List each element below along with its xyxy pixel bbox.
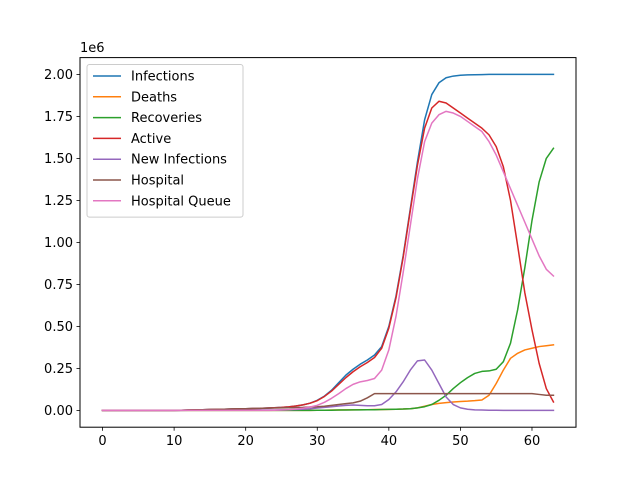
legend-label: Active [131,132,171,147]
legend-label: Recoveries [131,111,202,126]
x-tick-label: 10 [166,434,183,449]
legend-label: Infections [131,70,195,85]
x-tick-label: 30 [309,434,326,449]
y-tick-label: 0.00 [44,404,73,419]
legend-label: Hospital [131,174,184,189]
y-offset-label: 1e6 [80,41,105,56]
y-tick-label: 1.50 [44,152,73,167]
y-tick-label: 1.00 [44,236,73,251]
y-tick-label: 1.75 [44,110,73,125]
y-tick-label: 0.50 [44,320,73,335]
legend-label: Hospital Queue [131,194,231,209]
series-layer [101,73,555,412]
legend-label: New Infections [131,153,227,168]
legend: Infections Deaths Recoveries Active New Infe… [86,64,244,218]
y-tick-label: 0.75 [44,278,73,293]
x-tick-label: 40 [381,434,398,449]
y-tick-label: 0.25 [44,362,73,377]
series-line-6 [101,110,555,412]
legend-frame [86,64,244,218]
x-tick-label: 60 [524,434,541,449]
x-tick-label: 20 [237,434,254,449]
legend-label: Deaths [131,90,177,105]
y-axis: 0.00 0.25 0.50 0.75 1.00 1.25 1.50 1.75 2.00 [44,68,80,419]
plot-area-frame [79,57,577,428]
y-tick-label: 2.00 [44,68,73,83]
x-axis: 0 10 20 30 40 50 60 [98,427,540,449]
x-tick-label: 50 [452,434,469,449]
y-tick-label: 1.25 [44,194,73,209]
x-tick-label: 0 [98,434,106,449]
